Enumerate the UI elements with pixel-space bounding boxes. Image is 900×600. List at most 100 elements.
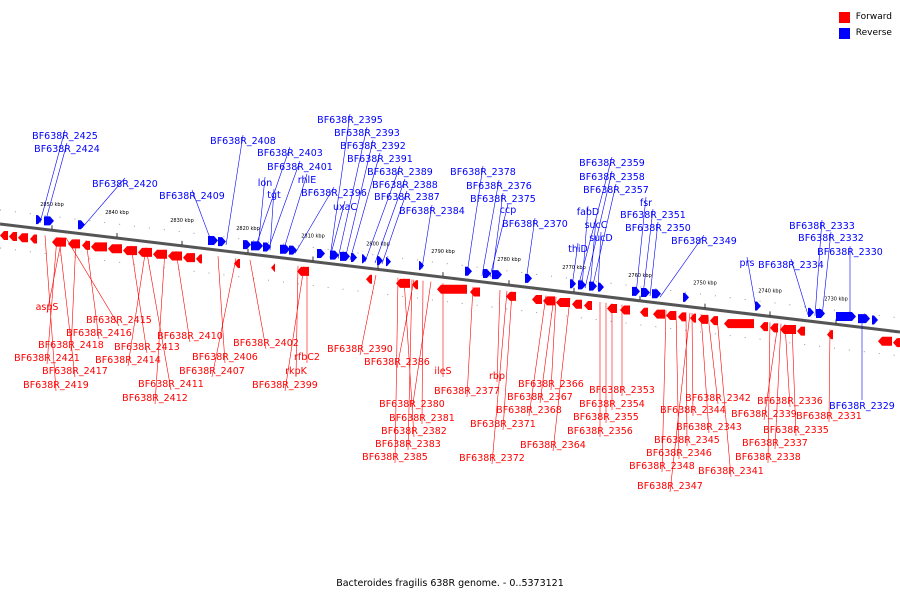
reverse-gene-arrow (632, 286, 640, 296)
forward-gene-arrow (698, 314, 708, 324)
forward-label: BF638R_2345 (654, 435, 720, 446)
forward-connector (394, 277, 399, 464)
reverse-gene-arrow (340, 251, 350, 261)
reverse-connector (525, 217, 536, 282)
reverse-connector (44, 142, 68, 224)
forward-connector (691, 313, 694, 417)
reverse-label: fsr (640, 198, 652, 209)
reverse-label: BF638R_2425 (32, 131, 98, 142)
forward-label: BF638R_2338 (735, 452, 801, 463)
forward-connector (396, 279, 415, 369)
reverse-connector (746, 256, 757, 309)
tick-label: 2800 kbp (366, 241, 390, 247)
reverse-connector (329, 200, 346, 258)
forward-connector (295, 265, 299, 378)
forward-gene-arrow (532, 294, 542, 304)
forward-label: BF638R_2343 (676, 422, 742, 433)
forward-label: BF638R_2341 (698, 466, 764, 477)
forward-label: BF638R_2339 (731, 409, 797, 420)
reverse-connector (571, 242, 579, 287)
forward-gene-arrow (724, 319, 754, 329)
forward-label: BF638R_2335 (763, 425, 829, 436)
tick-label: 2820 kbp (236, 226, 260, 232)
forward-connector (550, 296, 557, 391)
tick-label: 2770 kbp (562, 265, 586, 271)
forward-label: BF638R_2336 (757, 396, 823, 407)
forward-connector (669, 312, 691, 493)
forward-connector (716, 316, 732, 478)
forward-connector (407, 279, 413, 451)
forward-label: ileS (434, 366, 451, 377)
forward-gene-arrow (271, 263, 275, 273)
reverse-connector (269, 188, 275, 251)
reverse-gene-arrow (419, 261, 424, 271)
reverse-label: BF638R_2420 (92, 179, 158, 190)
legend-forward-swatch (838, 11, 850, 23)
reverse-gene-arrow (836, 312, 856, 322)
forward-gene-arrow (690, 313, 696, 323)
reverse-connector (659, 234, 705, 298)
reverse-gene-arrow (525, 273, 532, 283)
forward-label: aspS (36, 302, 59, 313)
reverse-gene-arrow (208, 236, 218, 246)
forward-gene-arrow (620, 305, 630, 315)
forward-connector (707, 314, 719, 405)
forward-label: BF638R_2368 (496, 405, 562, 416)
reverse-label: BF638R_2333 (789, 221, 855, 232)
reverse-gene-arrow (598, 282, 604, 292)
reverse-connector (642, 208, 654, 296)
genome-caption: Bacteroides fragilis 638R genome. - 0..5… (336, 578, 564, 589)
forward-connector (552, 298, 571, 452)
forward-label: BF638R_2337 (742, 438, 808, 449)
reverse-connector (39, 129, 66, 223)
forward-gene-arrow (366, 274, 372, 284)
forward-connector (700, 314, 710, 434)
reverse-connector (635, 196, 647, 295)
reverse-gene-arrow (492, 270, 502, 280)
forward-gene-arrow (893, 338, 900, 348)
forward-gene-arrow (437, 284, 467, 294)
reverse-gene-arrow (589, 281, 597, 291)
forward-gene-arrow (878, 336, 892, 346)
reverse-connector (591, 183, 617, 290)
reverse-label: BF638R_2389 (367, 167, 433, 178)
forward-label: BF638R_2382 (381, 426, 447, 437)
legend-reverse-label: Reverse (855, 28, 892, 38)
forward-gene-arrow (153, 249, 167, 259)
forward-label: BF638R_2414 (95, 355, 161, 366)
forward-label: BF638R_2346 (646, 448, 712, 459)
reverse-label: BF638R_2401 (267, 162, 333, 173)
reverse-label: BF638R_2388 (372, 180, 438, 191)
reverse-connector (821, 231, 832, 317)
forward-gene-arrow (82, 240, 90, 250)
forward-connector (828, 329, 831, 423)
reverse-gene-arrow (251, 241, 263, 251)
reverse-label: BF638R_2403 (257, 148, 323, 159)
reverse-label: BF638R_2392 (340, 141, 406, 152)
forward-connector (411, 281, 432, 411)
reverse-connector (790, 258, 809, 316)
forward-connector (127, 247, 147, 367)
reverse-connector (584, 170, 613, 289)
forward-connector (675, 311, 680, 460)
forward-connector (154, 249, 166, 405)
forward-connector (145, 247, 172, 391)
forward-connector (528, 295, 547, 417)
forward-label: BF638R_2390 (327, 344, 393, 355)
forward-label: BF638R_2381 (389, 413, 455, 424)
reverse-label: BF638R_2350 (625, 223, 691, 234)
reverse-connector (349, 152, 381, 261)
forward-connector (217, 256, 226, 364)
reverse-label: BF638R_2409 (159, 191, 225, 202)
reverse-gene-arrow (816, 308, 825, 318)
reverse-gene-arrow (362, 254, 367, 264)
forward-label: rfbC2 (294, 352, 320, 363)
forward-label: BF638R_2372 (459, 453, 525, 464)
forward-connector (685, 312, 688, 447)
reverse-label: thiD (568, 244, 588, 255)
reverse-connector (191, 189, 213, 244)
forward-connector (491, 290, 508, 465)
forward-gene-arrow (196, 254, 202, 264)
reverse-label: sucD (589, 233, 613, 244)
